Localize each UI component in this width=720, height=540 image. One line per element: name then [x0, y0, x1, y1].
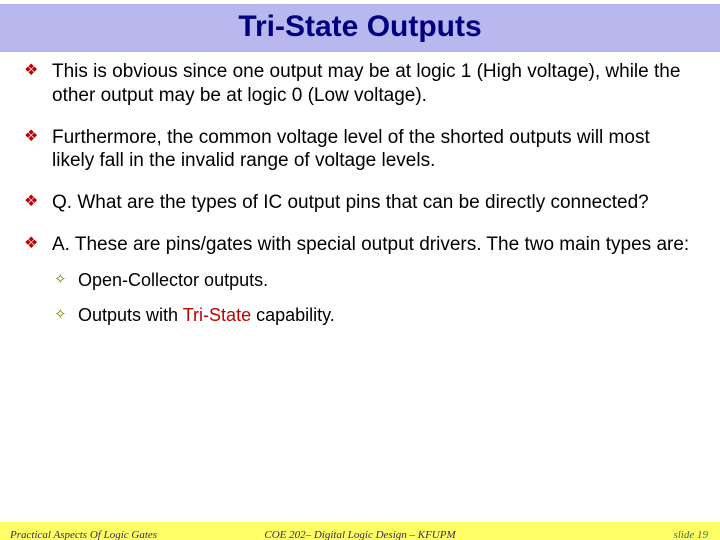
diamond-icon: ❖ — [24, 127, 38, 147]
sub-bullet-text-post: capability. — [251, 305, 335, 325]
diamond-icon: ❖ — [24, 61, 38, 81]
bullet-item: ❖ Q. What are the types of IC output pin… — [24, 191, 696, 215]
body-area: ❖ This is obvious since one output may b… — [0, 52, 720, 327]
bullet-text: A. These are pins/gates with special out… — [52, 234, 689, 255]
footer-center: COE 202– Digital Logic Design – KFUPM — [0, 529, 720, 540]
bullet-text: This is obvious since one output may be … — [52, 61, 680, 106]
sub-bullet-highlight: Tri-State — [183, 305, 251, 325]
footer-right: slide 19 — [673, 529, 708, 540]
diamond-icon: ❖ — [24, 192, 38, 212]
slide-title: Tri-State Outputs — [238, 10, 481, 43]
bullet-item: ❖ Furthermore, the common voltage level … — [24, 126, 696, 174]
sub-bullet-item: ✧ Outputs with Tri-State capability. — [24, 304, 696, 327]
bullet-item: ❖ This is obvious since one output may b… — [24, 60, 696, 108]
bullet-text: Q. What are the types of IC output pins … — [52, 192, 649, 213]
sub-bullet-text-pre: Outputs with — [78, 305, 183, 325]
sub-bullet-text: Open-Collector outputs. — [78, 270, 268, 290]
sub-bullet-item: ✧ Open-Collector outputs. — [24, 269, 696, 292]
title-bar: Tri-State Outputs — [0, 4, 720, 52]
slide: Tri-State Outputs ❖ This is obvious sinc… — [0, 4, 720, 540]
bullet-item: ❖ A. These are pins/gates with special o… — [24, 233, 696, 257]
bullet-text: Furthermore, the common voltage level of… — [52, 127, 650, 172]
sub-diamond-icon: ✧ — [54, 270, 67, 290]
diamond-icon: ❖ — [24, 234, 38, 254]
footer-bar: Practical Aspects Of Logic Gates COE 202… — [0, 522, 720, 540]
sub-diamond-icon: ✧ — [54, 305, 67, 325]
